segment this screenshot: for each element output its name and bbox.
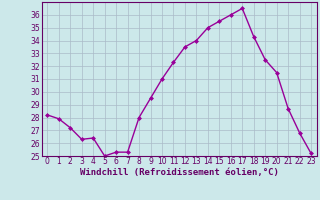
- X-axis label: Windchill (Refroidissement éolien,°C): Windchill (Refroidissement éolien,°C): [80, 168, 279, 177]
